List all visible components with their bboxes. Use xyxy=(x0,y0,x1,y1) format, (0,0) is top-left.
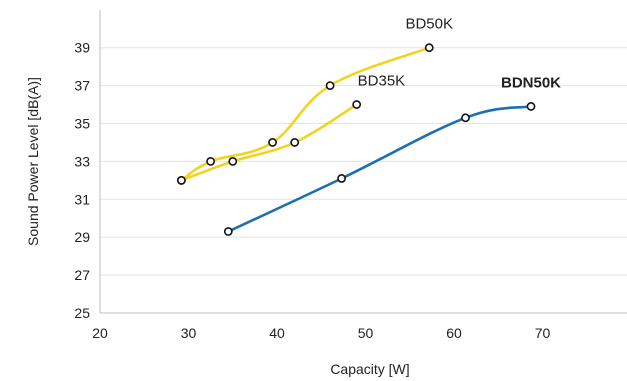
series-line-bd35k xyxy=(180,103,358,182)
data-point-bd35k-3 xyxy=(352,100,362,109)
y-tick-label-0: 25 xyxy=(74,305,90,321)
data-point-bd50k-3 xyxy=(325,81,335,90)
series-label-bd35k: BD35K xyxy=(358,73,406,90)
data-point-bd50k-4 xyxy=(424,43,434,53)
gridlines xyxy=(100,47,627,276)
series-line-bdn50k xyxy=(227,105,533,233)
x-tick-label-3: 50 xyxy=(358,325,374,341)
data-point-bd50k-1 xyxy=(206,156,216,166)
x-tick-label-4: 60 xyxy=(446,325,462,341)
x-axis-title: Capacity [W] xyxy=(330,361,409,377)
y-axis-title: Sound Power Level [dB(A)] xyxy=(25,77,41,246)
x-tick-labels: 20 30 40 50 60 70 xyxy=(92,325,550,341)
y-tick-label-7: 39 xyxy=(74,40,90,56)
series-line-bd50k xyxy=(180,46,431,182)
x-tick-label-0: 20 xyxy=(92,325,108,341)
data-point-bdn50k-2 xyxy=(461,113,470,123)
series-labels: BD50K BD35K BDN50K xyxy=(358,16,562,92)
series-points xyxy=(177,43,536,236)
x-tick-label-1: 30 xyxy=(181,325,197,341)
series-label-bdn50k: BDN50K xyxy=(501,74,561,91)
x-tick-label-5: 70 xyxy=(535,325,551,341)
y-tick-label-5: 35 xyxy=(74,116,90,132)
x-tick-label-2: 40 xyxy=(269,325,285,341)
y-tick-label-1: 27 xyxy=(74,267,90,283)
series-label-bd50k: BD50K xyxy=(405,16,453,33)
y-tick-label-4: 33 xyxy=(74,153,90,169)
y-tick-label-3: 31 xyxy=(74,191,90,207)
data-point-bdn50k-0 xyxy=(223,227,233,236)
data-point-bd35k-0 xyxy=(177,175,186,185)
data-point-bdn50k-3 xyxy=(526,102,536,111)
y-tick-labels: 25 27 29 31 33 35 37 39 xyxy=(74,40,90,321)
axes xyxy=(99,10,627,314)
data-point-bdn50k-1 xyxy=(337,174,347,183)
y-tick-label-6: 37 xyxy=(74,78,90,94)
data-point-bd35k-1 xyxy=(228,156,238,166)
data-point-bd50k-2 xyxy=(268,138,277,147)
data-point-bd35k-2 xyxy=(290,138,300,147)
series-lines xyxy=(180,46,533,233)
y-tick-label-2: 29 xyxy=(74,229,90,245)
